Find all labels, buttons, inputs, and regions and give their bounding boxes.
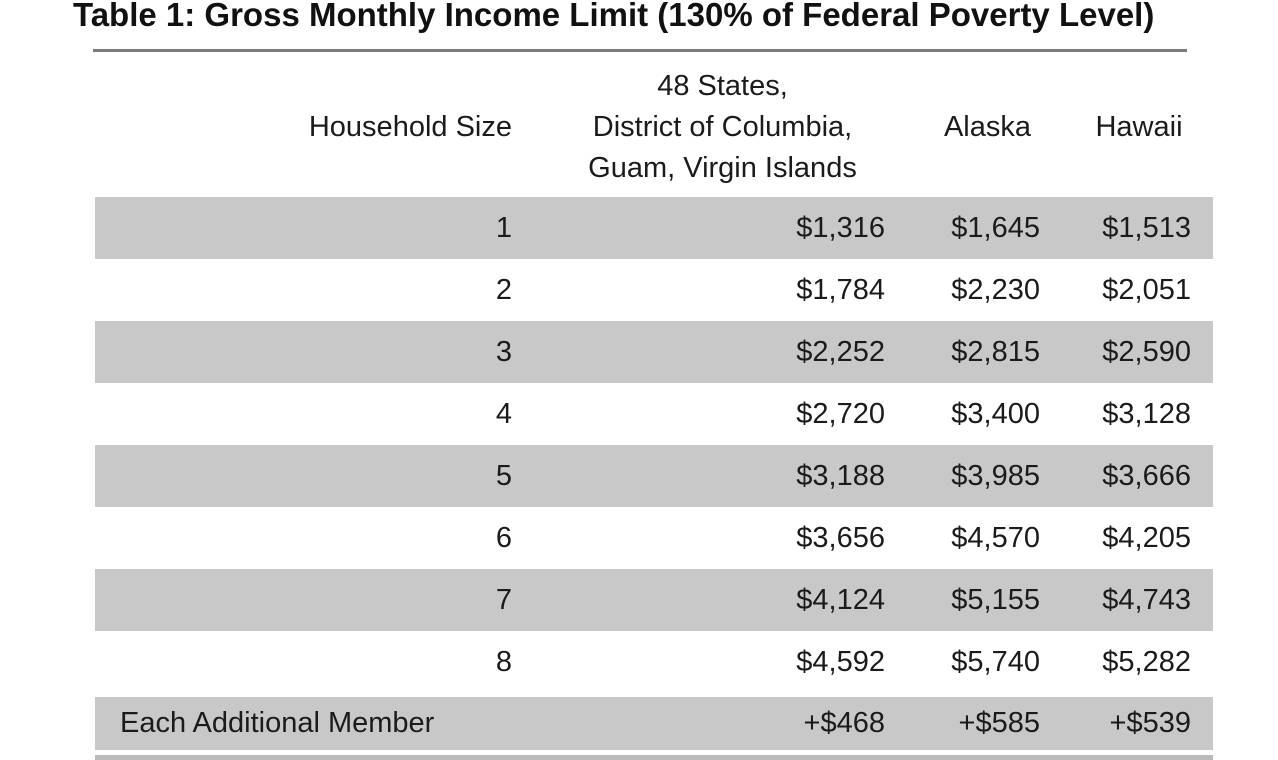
cell-hawaii: $4,205 [1102, 521, 1191, 554]
column-header-household-size: Household Size [308, 111, 512, 143]
cell-alaska: +$585 [958, 707, 1040, 739]
table-row: 4 $2,720 $3,400 $3,128 [95, 383, 1213, 445]
cell-alaska: $5,740 [951, 645, 1040, 678]
cell-household-size: 6 [495, 521, 512, 554]
column-header-alaska: Alaska [943, 111, 1032, 143]
table-row-each-additional-member: Each Additional Member +$468 +$585 +$539 [95, 697, 1213, 750]
cell-household-size: Each Additional Member [120, 707, 435, 739]
table-title: Table 1: Gross Monthly Income Limit (130… [73, 0, 1155, 33]
column-header-48-states: 48 States, District of Columbia, Guam, V… [535, 66, 910, 189]
cell-48-states: $3,656 [796, 521, 885, 554]
cell-household-size: 2 [495, 273, 512, 306]
cell-hawaii: $1,513 [1102, 211, 1191, 244]
cell-hawaii: $3,666 [1102, 459, 1191, 492]
cell-48-states: $1,784 [796, 273, 885, 306]
cell-alaska: $2,815 [951, 335, 1040, 368]
cell-48-states: $4,592 [796, 645, 885, 678]
cell-household-size: 7 [495, 583, 512, 616]
table-row: 7 $4,124 $5,155 $4,743 [95, 569, 1213, 631]
cell-household-size: 5 [495, 459, 512, 492]
cell-48-states: $3,188 [796, 459, 885, 492]
column-header-hawaii: Hawaii [1095, 111, 1183, 143]
table-row: 1 $1,316 $1,645 $1,513 [95, 197, 1213, 259]
cell-alaska: $4,570 [951, 521, 1040, 554]
table-row: 3 $2,252 $2,815 $2,590 [95, 321, 1213, 383]
cell-alaska: $2,230 [951, 273, 1040, 306]
cell-alaska: $3,985 [951, 459, 1040, 492]
table-row: 6 $3,656 $4,570 $4,205 [95, 507, 1213, 569]
cell-hawaii: $5,282 [1102, 645, 1191, 678]
cell-48-states: $2,252 [796, 335, 885, 368]
cell-household-size: 4 [495, 397, 512, 430]
cell-hawaii: $3,128 [1102, 397, 1191, 430]
cell-hawaii: $4,743 [1102, 583, 1191, 616]
column-header-48-states-line1: 48 States, [657, 70, 788, 102]
table-row: 5 $3,188 $3,985 $3,666 [95, 445, 1213, 507]
cell-hawaii: $2,051 [1102, 273, 1191, 306]
table-body: 1 $1,316 $1,645 $1,513 2 $1,784 $2,230 $… [95, 197, 1213, 750]
column-header-48-states-line2: District of Columbia, [592, 111, 853, 143]
cell-48-states: $4,124 [796, 583, 885, 616]
cell-alaska: $5,155 [951, 583, 1040, 616]
cell-48-states: $1,316 [796, 211, 885, 244]
cell-48-states: +$468 [803, 707, 885, 739]
cell-hawaii: $2,590 [1102, 335, 1191, 368]
table-row: 2 $1,784 $2,230 $2,051 [95, 259, 1213, 321]
cell-alaska: $3,400 [951, 397, 1040, 430]
cell-household-size: 8 [495, 645, 512, 678]
next-row-cutoff-bar [95, 755, 1213, 760]
cell-alaska: $1,645 [951, 211, 1040, 244]
title-rule-divider [93, 49, 1187, 52]
cell-48-states: $2,720 [796, 397, 885, 430]
cell-household-size: 3 [495, 335, 512, 368]
column-header-48-states-line3: Guam, Virgin Islands [588, 152, 857, 184]
cell-household-size: 1 [495, 211, 512, 244]
table-row: 8 $4,592 $5,740 $5,282 [95, 631, 1213, 693]
cell-hawaii: +$539 [1109, 707, 1191, 739]
